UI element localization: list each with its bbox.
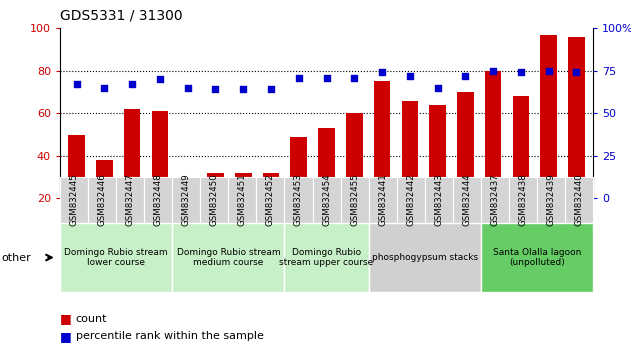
Text: percentile rank within the sample: percentile rank within the sample — [76, 331, 264, 341]
Bar — [262, 173, 280, 198]
Bar — [401, 101, 418, 198]
Text: GSM832455: GSM832455 — [350, 173, 359, 227]
Bar — [179, 185, 196, 198]
Text: GSM832440: GSM832440 — [575, 173, 584, 227]
Bar — [207, 173, 224, 198]
Text: GSM832449: GSM832449 — [182, 174, 191, 226]
Text: GSM832441: GSM832441 — [378, 173, 387, 227]
Text: ■: ■ — [60, 312, 72, 325]
Point — [461, 73, 471, 79]
Point — [321, 75, 332, 80]
Text: GSM832454: GSM832454 — [322, 173, 331, 227]
Point — [182, 85, 192, 91]
Bar — [318, 128, 335, 198]
Text: GSM832437: GSM832437 — [490, 173, 499, 227]
Point — [293, 75, 304, 80]
Text: GSM832439: GSM832439 — [546, 174, 555, 226]
Text: GSM832442: GSM832442 — [406, 173, 415, 227]
Point — [488, 68, 498, 74]
Point — [572, 70, 582, 75]
Bar — [290, 137, 307, 198]
Text: GSM832447: GSM832447 — [126, 173, 134, 227]
Point — [155, 76, 165, 82]
Point — [433, 85, 443, 91]
Bar — [568, 37, 585, 198]
Bar — [124, 109, 141, 198]
Text: Domingo Rubio
stream upper course: Domingo Rubio stream upper course — [280, 248, 374, 267]
Text: GSM832453: GSM832453 — [294, 173, 303, 227]
Text: GSM832446: GSM832446 — [98, 173, 107, 227]
Text: Domingo Rubio stream
lower course: Domingo Rubio stream lower course — [64, 248, 168, 267]
Bar — [151, 111, 168, 198]
Text: GDS5331 / 31300: GDS5331 / 31300 — [60, 9, 182, 23]
Text: other: other — [1, 252, 31, 263]
Text: GSM832448: GSM832448 — [154, 173, 163, 227]
Point — [266, 87, 276, 92]
Point — [210, 87, 220, 92]
Point — [544, 68, 554, 74]
Bar — [346, 113, 363, 198]
Text: GSM832438: GSM832438 — [519, 173, 528, 227]
Point — [377, 70, 387, 75]
Text: Domingo Rubio stream
medium course: Domingo Rubio stream medium course — [177, 248, 280, 267]
Point — [238, 87, 248, 92]
Bar — [68, 135, 85, 198]
Point — [127, 81, 137, 87]
Bar — [512, 96, 529, 198]
Text: GSM832450: GSM832450 — [209, 173, 219, 227]
Text: GSM832445: GSM832445 — [69, 173, 78, 227]
Text: count: count — [76, 314, 107, 324]
Bar — [235, 173, 252, 198]
Point — [71, 81, 81, 87]
Text: GSM832452: GSM832452 — [266, 173, 275, 227]
Text: Santa Olalla lagoon
(unpolluted): Santa Olalla lagoon (unpolluted) — [493, 248, 581, 267]
Bar — [457, 92, 474, 198]
Bar — [429, 105, 446, 198]
Bar — [540, 35, 557, 198]
Point — [516, 70, 526, 75]
Text: GSM832451: GSM832451 — [238, 173, 247, 227]
Text: phosphogypsum stacks: phosphogypsum stacks — [372, 253, 478, 262]
Text: ■: ■ — [60, 330, 72, 343]
Bar — [374, 81, 391, 198]
Point — [350, 75, 360, 80]
Point — [405, 73, 415, 79]
Bar — [96, 160, 113, 198]
Bar — [485, 71, 502, 198]
Point — [99, 85, 109, 91]
Text: GSM832444: GSM832444 — [463, 173, 471, 227]
Text: GSM832443: GSM832443 — [434, 173, 444, 227]
